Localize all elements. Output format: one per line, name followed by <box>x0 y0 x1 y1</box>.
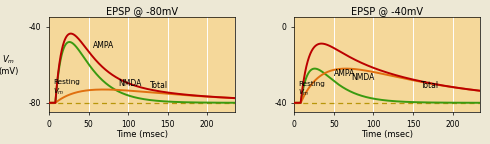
Text: AMPA: AMPA <box>334 69 355 78</box>
Text: Total: Total <box>421 81 439 90</box>
Text: Total: Total <box>150 81 169 90</box>
Text: NMDA: NMDA <box>351 73 375 82</box>
Text: Resting
$V_m$: Resting $V_m$ <box>298 81 325 98</box>
Text: NMDA: NMDA <box>119 79 142 88</box>
X-axis label: Time (msec): Time (msec) <box>116 130 168 139</box>
Text: Resting
$V_m$: Resting $V_m$ <box>53 79 80 96</box>
X-axis label: Time (msec): Time (msec) <box>361 130 413 139</box>
Text: $V_m$
(mV): $V_m$ (mV) <box>0 53 18 76</box>
Title: EPSP @ -80mV: EPSP @ -80mV <box>106 6 178 17</box>
Text: AMPA: AMPA <box>93 41 114 50</box>
Title: EPSP @ -40mV: EPSP @ -40mV <box>351 6 423 17</box>
